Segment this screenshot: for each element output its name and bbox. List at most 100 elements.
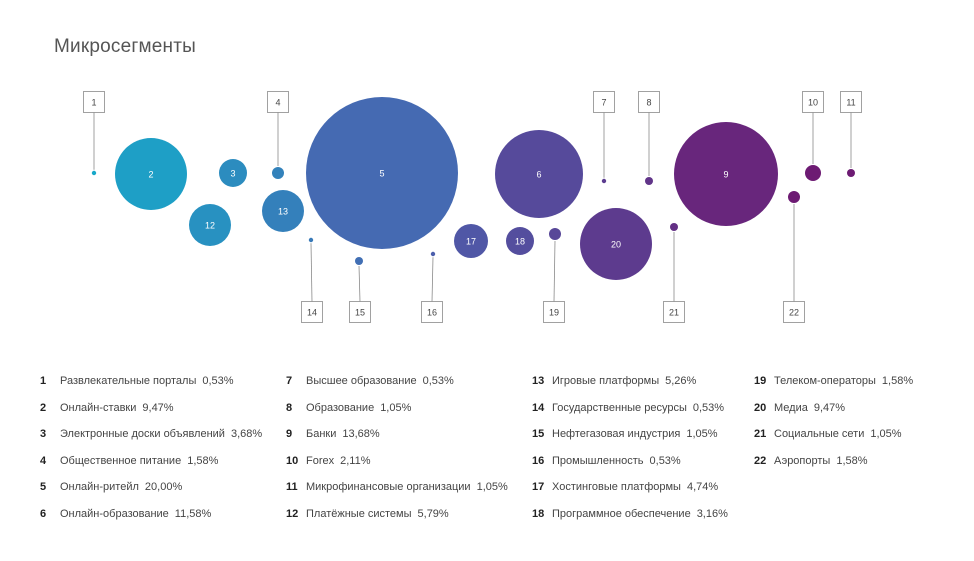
legend-value: 2,11% [340,454,371,467]
callout-box-16 [421,301,443,323]
legend-item-1: 1 Развлекательные порталы 0,53% [40,372,262,399]
legend-value: 5,26% [665,375,697,387]
legend-number: 1 [40,375,47,387]
legend-number: 22 [754,454,767,467]
legend-number: 20 [754,401,767,414]
legend-number: 2 [40,401,47,414]
callout-box-19 [543,301,565,323]
callout-line-15 [358,265,361,302]
bubble-21 [670,223,678,231]
legend-value: 1,58% [881,375,914,387]
legend-item-18: 18 Программное обеспечение 3,16% [532,505,728,532]
bubble-1 [91,170,97,176]
legend-column-4: 19 Телеком-операторы 1,58% 20 Медиа 9,47% 21 Со… [754,372,913,478]
bubble-19 [549,228,561,240]
callout-label-7: 7 [601,98,606,108]
legend-value: 1,05% [870,428,902,441]
legend-value: 3,68% [230,428,263,441]
bubble-17 [454,224,488,258]
legend-item-9: 9 Банки 13,68% [286,425,508,452]
legend-label: Forex [306,454,335,467]
bubble-14 [308,237,314,243]
legend-column-1: 1 Развлекательные порталы 0,53% 2 Онлайн-ста… [40,372,262,532]
legend-number: 19 [754,375,767,387]
legend-value: 1,58% [187,454,219,467]
bubble-5 [306,97,458,249]
callout-label-11: 11 [846,98,855,108]
legend-item-16: 16 Промышленность 0,53% [532,452,728,479]
legend-value: 1,05% [476,481,508,494]
legend-item-7: 7 Высшее образование 0,53% [286,372,508,399]
legend-number: 9 [286,428,293,441]
legend-value: 0,53% [202,375,234,387]
callout-box-22 [783,301,805,323]
bubble-10 [805,165,821,181]
bubble-label-3: 3 [230,169,235,179]
bubble-label-5: 5 [379,169,384,179]
legend-label: Банки [306,428,337,441]
legend-item-2: 2 Онлайн-ставки 9,47% [40,399,262,426]
legend-value: 9,47% [142,401,174,414]
legend-number: 21 [754,428,767,441]
legend-item-17: 17 Хостинговые платформы 4,74% [532,478,728,505]
legend: 1 Развлекательные порталы 0,53% 2 Онлайн-ста… [40,372,960,542]
bubble-label-6: 6 [536,170,541,180]
legend-item-15: 15 Нефтегазовая индустрия 1,05% [532,425,728,452]
callout-label-16: 16 [427,308,437,318]
legend-label: Онлайн-ритейл [60,481,139,494]
legend-number: 5 [40,481,47,494]
legend-label: Нефтегазовая индустрия [552,428,681,441]
callout-label-22: 22 [789,308,799,318]
callout-box-4 [267,91,289,113]
callout-box-7 [593,91,615,113]
callout-label-14: 14 [307,308,317,318]
bubble-label-17: 17 [466,237,476,247]
legend-label: Телеком-операторы [774,375,876,387]
bubble-9 [674,122,778,226]
legend-label: Промышленность [552,454,644,467]
bubble-4 [272,167,284,179]
legend-number: 13 [532,375,545,387]
bubble-label-18: 18 [515,237,525,247]
legend-label: Программное обеспечение [552,507,691,520]
legend-value: 0,53% [422,375,454,387]
legend-label: Электронные доски объявлений [60,428,225,441]
legend-value: 3,16% [696,507,728,520]
bubble-6 [495,130,583,218]
legend-label: Медиа [774,401,808,414]
callout-box-21 [663,301,685,323]
legend-value: 0,53% [692,401,725,414]
legend-value: 9,47% [813,401,846,414]
callout-box-15 [349,301,371,323]
legend-column-2: 7 Высшее образование 0,53% 8 Образование 1,05… [286,372,508,532]
legend-label: Онлайн-ставки [60,401,137,414]
legend-value: 20,00% [144,481,183,494]
bubble-label-9: 9 [723,170,728,180]
legend-item-12: 12 Платёжные системы 5,79% [286,505,508,532]
legend-number: 14 [532,401,545,414]
legend-value: 1,05% [380,401,412,414]
legend-label: Государственные ресурсы [552,401,687,414]
bubble-label-2: 2 [148,170,153,180]
bubble-12 [189,204,231,246]
callout-label-10: 10 [808,98,818,108]
legend-label: Социальные сети [774,428,865,441]
bubble-8 [645,177,653,185]
callout-box-14 [301,301,323,323]
legend-number: 15 [532,428,545,441]
legend-number: 8 [286,401,293,414]
legend-label: Онлайн-образование [60,507,169,520]
bubble-label-13: 13 [278,207,288,217]
bubble-16 [430,251,436,257]
legend-value: 13,68% [342,428,380,441]
bubble-2 [115,138,187,210]
legend-item-3: 3 Электронные доски объявлений 3,68% [40,425,262,452]
bubble-3 [219,159,247,187]
legend-item-5: 5 Онлайн-ритейл 20,00% [40,478,262,505]
legend-item-22: 22 Аэропорты 1,58% [754,452,913,479]
callout-box-10 [802,91,824,113]
legend-label: Общественное питание [60,454,182,467]
callout-label-19: 19 [549,308,559,318]
